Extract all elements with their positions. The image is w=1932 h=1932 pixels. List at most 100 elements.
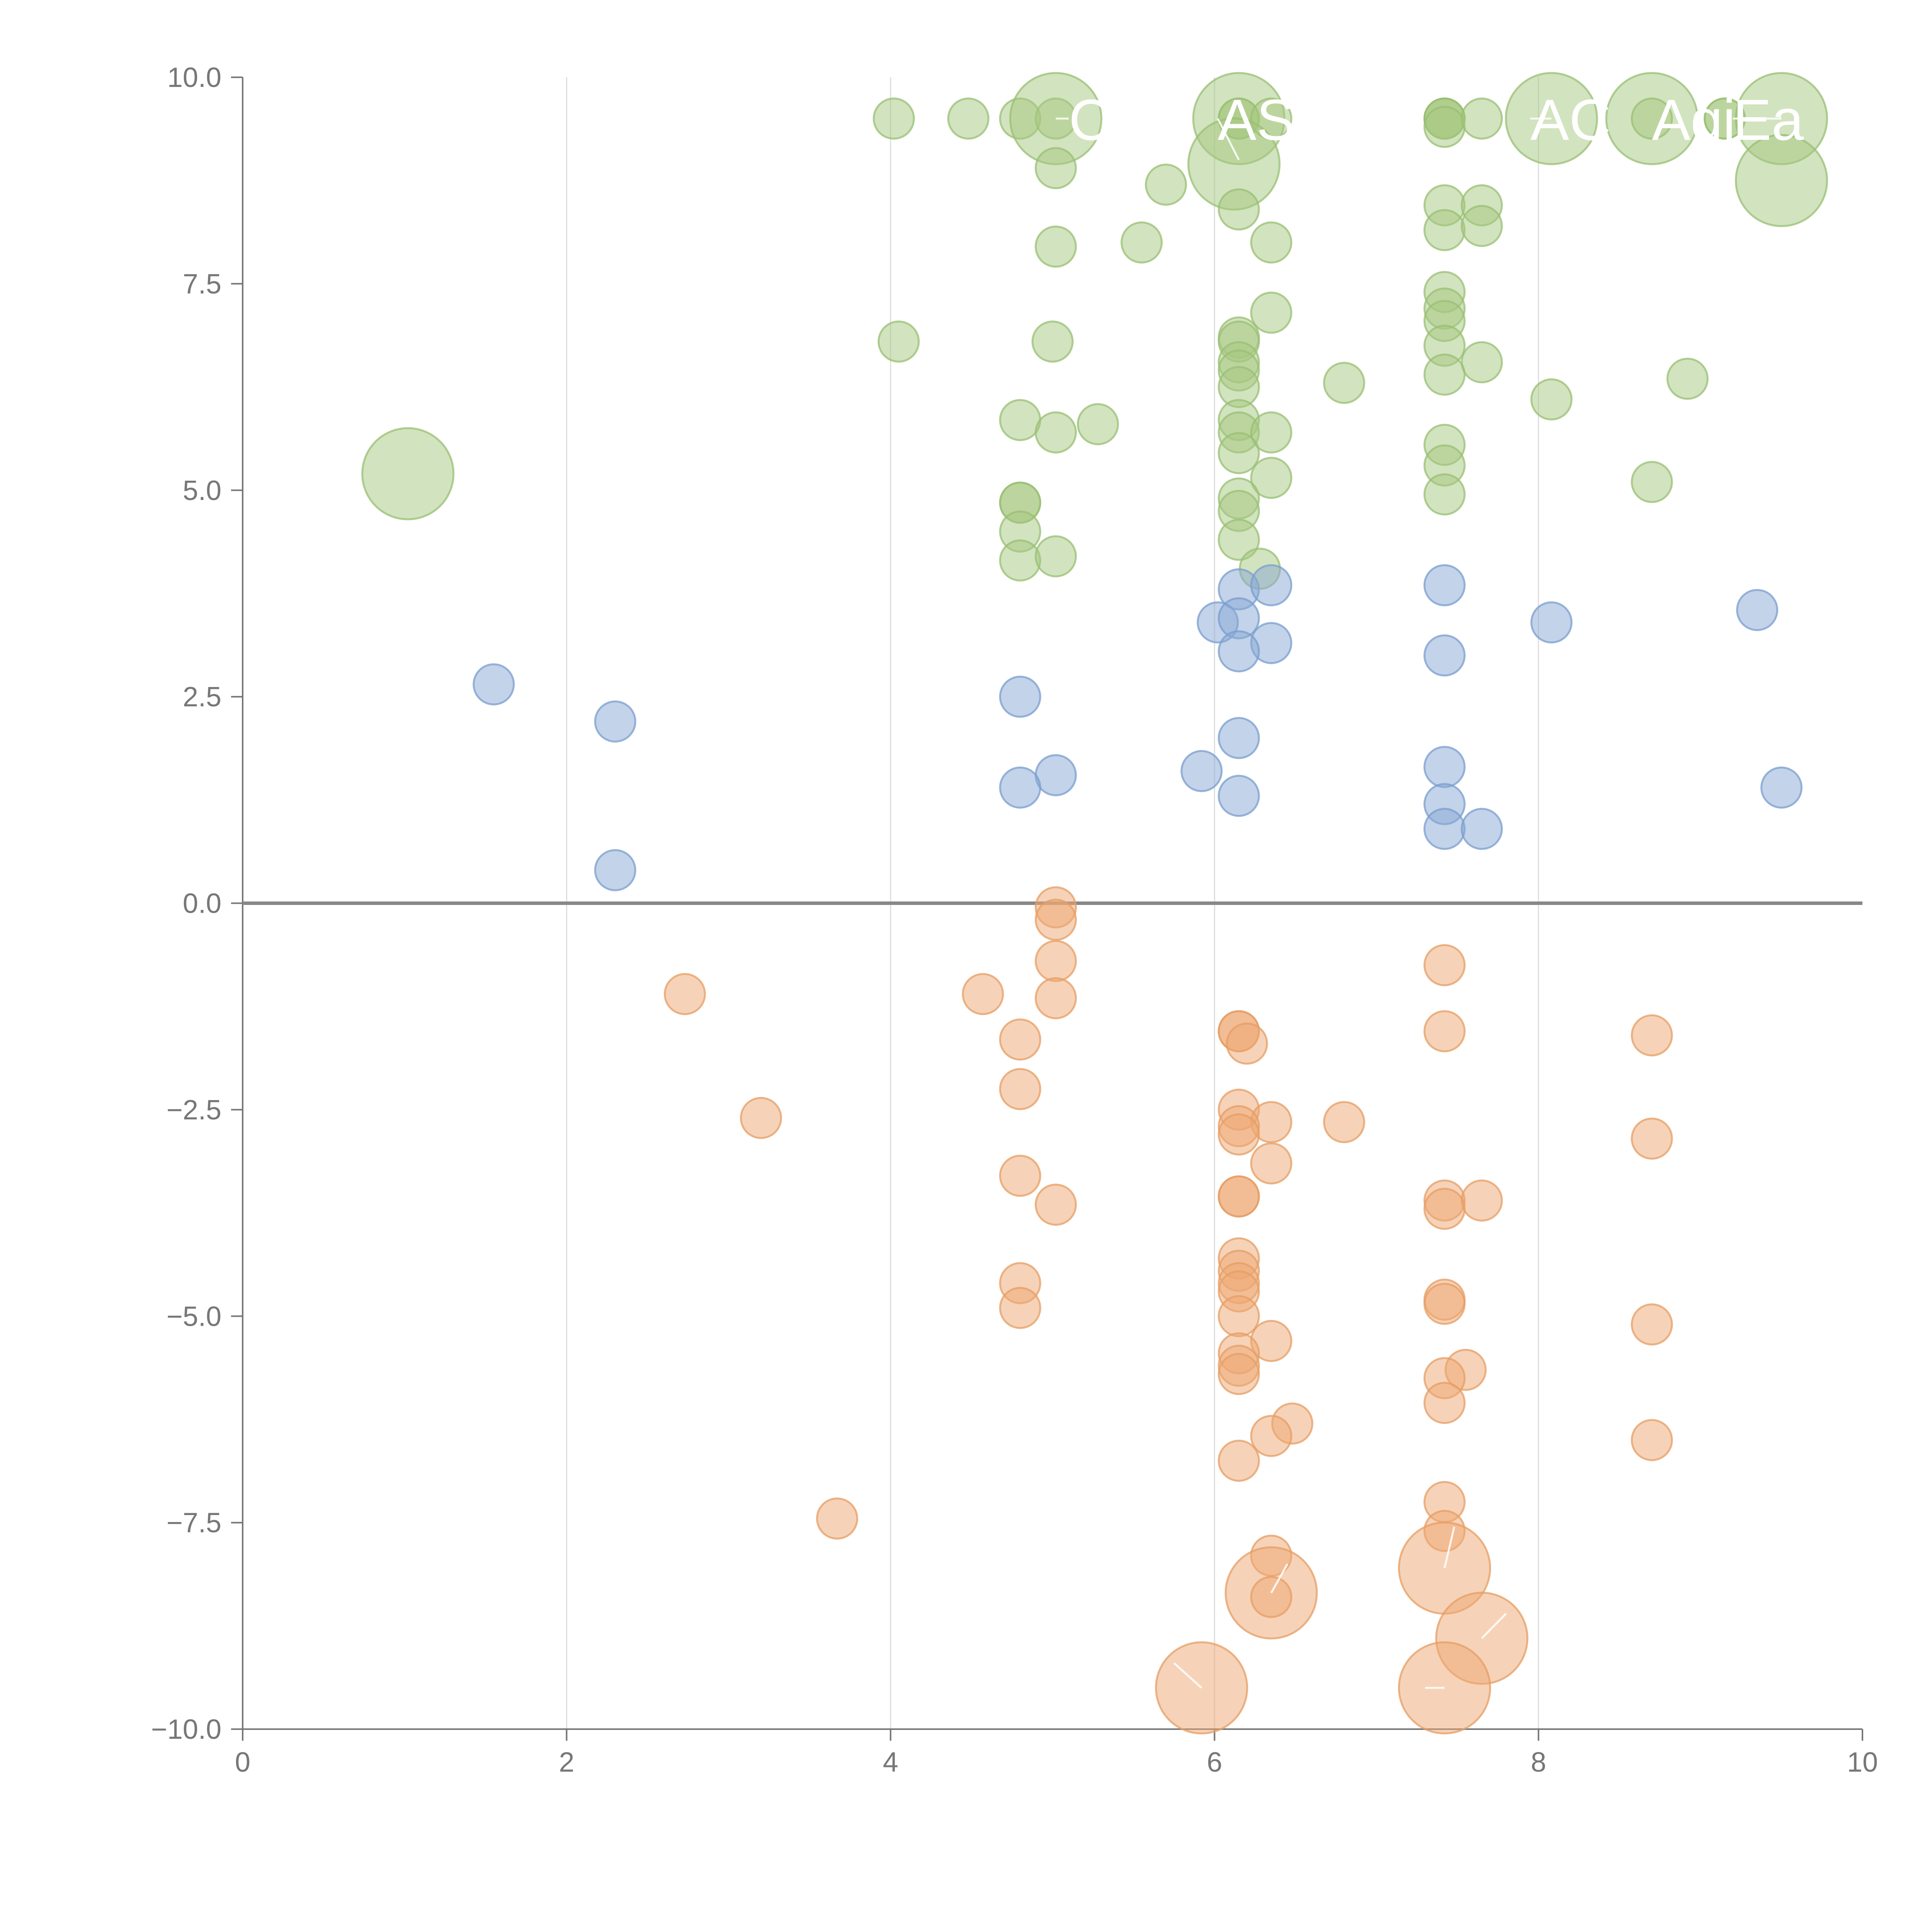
annotation-label: AS bbox=[1218, 87, 1295, 152]
bubble-low bbox=[1250, 1415, 1293, 1457]
bubble-high bbox=[1145, 163, 1187, 206]
annotation-leader-line bbox=[1217, 118, 1240, 160]
bubble-mid bbox=[1423, 634, 1466, 677]
bubble-mid bbox=[1218, 630, 1260, 673]
annotation-label: C bbox=[1069, 87, 1111, 152]
y-tick-label: −5.0 bbox=[167, 1301, 221, 1332]
bubble-high bbox=[1666, 357, 1709, 400]
bubble-low bbox=[1218, 1175, 1260, 1218]
bubble-low bbox=[1323, 1101, 1366, 1143]
bubble-low bbox=[1631, 1419, 1673, 1461]
annotation-label: Ea bbox=[1733, 87, 1804, 152]
bubble-high bbox=[1250, 411, 1293, 454]
bubble-high bbox=[1250, 291, 1293, 334]
bubble-low bbox=[1423, 1382, 1466, 1424]
bubble-high bbox=[1423, 105, 1466, 148]
bubble-mid bbox=[1423, 564, 1466, 607]
bubble-mid bbox=[1760, 766, 1803, 809]
bubble-high bbox=[999, 539, 1041, 582]
bubble-mid bbox=[1423, 808, 1466, 850]
bubble-low bbox=[1034, 940, 1077, 982]
bubble-mid bbox=[999, 675, 1041, 718]
bubble-high bbox=[1461, 341, 1503, 383]
annotation-leader-line bbox=[1270, 1563, 1289, 1594]
annotation-label: AC bbox=[1531, 87, 1611, 152]
bubble-high bbox=[1121, 221, 1163, 264]
bubble-high bbox=[947, 97, 990, 140]
bubble-low bbox=[1226, 1022, 1268, 1065]
bubble-high bbox=[1530, 378, 1573, 421]
x-tick-label: 0 bbox=[235, 1747, 250, 1778]
x-tick-label: 6 bbox=[1207, 1747, 1222, 1778]
bubble-mid bbox=[1250, 564, 1293, 607]
bubble-layer bbox=[361, 72, 1828, 1735]
bubble-low bbox=[1423, 944, 1466, 986]
x-tick-label: 2 bbox=[559, 1747, 574, 1778]
bubble-high bbox=[872, 97, 915, 140]
bubble-high bbox=[1461, 205, 1503, 247]
y-tick-label: −10.0 bbox=[151, 1714, 221, 1745]
bubble-high bbox=[1034, 225, 1077, 268]
bubble-low bbox=[816, 1497, 858, 1540]
annotation-leader-line bbox=[1444, 1526, 1456, 1568]
bubble-high bbox=[1031, 320, 1074, 363]
bubble-high bbox=[1323, 362, 1366, 404]
bubble-low bbox=[999, 1155, 1041, 1197]
bubble-high bbox=[1423, 209, 1466, 251]
bubble-low bbox=[1631, 1014, 1673, 1056]
bubble-low bbox=[999, 1287, 1041, 1329]
bubble-low bbox=[962, 973, 1004, 1015]
bubble-high bbox=[1461, 97, 1503, 140]
bubble-high bbox=[1250, 457, 1293, 499]
y-tick-label: 0.0 bbox=[183, 888, 221, 919]
bubble-low bbox=[1218, 1113, 1260, 1156]
bubble-high bbox=[1218, 432, 1260, 474]
x-tick-label: 10 bbox=[1847, 1747, 1878, 1778]
bubble-high bbox=[1423, 473, 1466, 515]
bubble-low bbox=[1218, 1353, 1260, 1395]
bubble-mid bbox=[1218, 775, 1260, 817]
bubble-mid bbox=[1736, 589, 1779, 631]
bubble-low bbox=[1218, 1439, 1260, 1482]
bubble-low bbox=[1423, 1187, 1466, 1230]
bubble-low bbox=[1034, 977, 1077, 1019]
bubble-low bbox=[1631, 1117, 1673, 1160]
y-tick-label: 5.0 bbox=[183, 475, 221, 506]
bubble-low bbox=[1034, 898, 1077, 941]
y-tick-label: −2.5 bbox=[167, 1095, 221, 1126]
bubble-mid bbox=[1423, 746, 1466, 788]
bubble-mid bbox=[594, 700, 636, 743]
bubble-high bbox=[1250, 221, 1293, 264]
bubble-mid bbox=[473, 663, 515, 706]
annotation-label: Agi bbox=[1652, 87, 1736, 152]
y-tick-label: −7.5 bbox=[167, 1508, 221, 1539]
bubble-low bbox=[1250, 1142, 1293, 1185]
bubble-low bbox=[1250, 1576, 1293, 1618]
bubble-mid bbox=[1461, 808, 1503, 850]
axis-layer: 0 2 4 6 8 10 10.0 7.5 5.0 2.5 0.0 −2.5 −5.0 −7.5 −10.0 bbox=[151, 62, 1878, 1778]
annotation-leader-line bbox=[1481, 1612, 1507, 1639]
x-tick-label: 8 bbox=[1531, 1747, 1546, 1778]
bubble-high bbox=[878, 320, 920, 363]
bubble-high bbox=[1034, 411, 1077, 454]
bubble-low bbox=[1461, 1179, 1503, 1222]
bubble-low bbox=[1218, 1295, 1260, 1337]
y-tick-label: 7.5 bbox=[183, 269, 221, 299]
bubble-high bbox=[999, 399, 1041, 441]
bubble-high bbox=[1735, 134, 1828, 227]
bubble-high bbox=[1218, 188, 1260, 231]
bubble-high bbox=[361, 427, 455, 520]
bubble-low bbox=[663, 973, 706, 1015]
y-tick-label: 2.5 bbox=[183, 682, 221, 713]
bubble-high bbox=[1034, 147, 1077, 189]
bubble-mid bbox=[594, 849, 636, 891]
bubble-high bbox=[1034, 535, 1077, 578]
bubble-high bbox=[1631, 97, 1673, 140]
bubble-low bbox=[999, 1068, 1041, 1110]
y-tick-label: 10.0 bbox=[167, 62, 221, 93]
bubble-low bbox=[1631, 1303, 1673, 1346]
bubble-high bbox=[1218, 519, 1260, 561]
